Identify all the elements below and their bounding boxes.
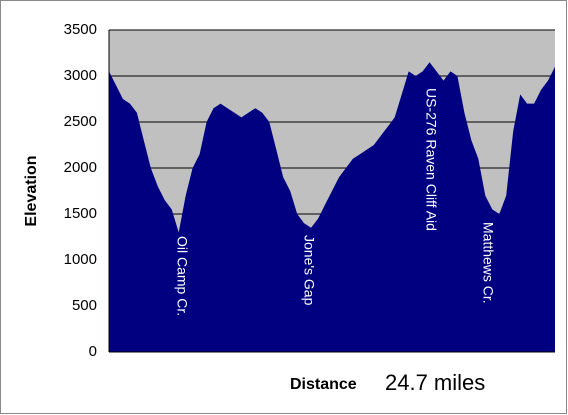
y-tick-label: 0: [89, 343, 97, 360]
annotation: Oil Camp Cr.: [174, 236, 190, 316]
y-tick-label: 3000: [64, 67, 97, 84]
y-tick-label: 2000: [64, 159, 97, 176]
y-tick-label: 1000: [64, 251, 97, 268]
annotation: Jone's Gap: [301, 235, 317, 306]
x-note: 24.7 miles: [385, 370, 485, 395]
y-tick-label: 3500: [64, 21, 97, 38]
y-axis-label: Elevation: [23, 155, 40, 226]
annotation: US-276 Raven Cliff Aid: [423, 88, 439, 231]
annotation: Matthews Cr.: [480, 222, 496, 304]
y-tick-label: 500: [72, 297, 97, 314]
y-tick-label: 2500: [64, 113, 97, 130]
x-axis-label: Distance: [290, 376, 357, 393]
area: [109, 62, 555, 352]
y-tick-label: 1500: [64, 205, 97, 222]
